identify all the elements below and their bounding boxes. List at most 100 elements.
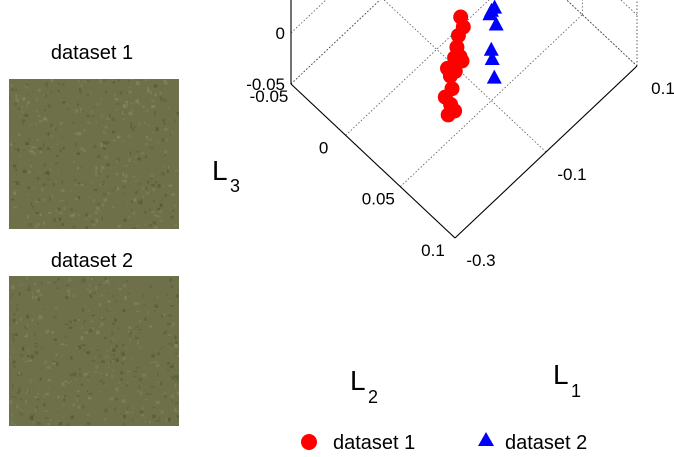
texture-speck — [130, 200, 133, 203]
texture-speck — [131, 109, 134, 111]
texture-speck — [106, 163, 110, 166]
texture-speck — [43, 410, 48, 412]
texture-speck — [47, 132, 50, 136]
texture-speck — [99, 183, 102, 186]
tick-label-l3: 0 — [276, 24, 285, 43]
texture-speck — [82, 308, 84, 312]
texture-speck — [36, 369, 38, 371]
texture-speck — [154, 304, 158, 307]
texture-speck — [121, 362, 124, 365]
texture-speck — [50, 123, 53, 127]
texture-speck — [171, 285, 173, 289]
texture-speck — [54, 180, 57, 183]
legend-marker-dataset-2 — [478, 432, 494, 446]
point-dataset-1 — [447, 103, 463, 119]
texture-speck — [36, 385, 39, 389]
texture-speck — [83, 149, 86, 152]
texture-speck — [18, 371, 21, 375]
texture-speck — [151, 354, 155, 358]
texture-base — [9, 79, 179, 229]
texture-speck — [86, 413, 90, 417]
texture-speck — [38, 315, 43, 320]
texture-speck — [108, 366, 110, 369]
texture-speck — [161, 196, 163, 201]
texture-speck — [24, 361, 28, 363]
texture-speck — [138, 302, 140, 305]
texture-speck — [87, 372, 90, 374]
texture-speck — [107, 362, 109, 365]
texture-speck — [142, 374, 146, 377]
texture-speck — [111, 359, 113, 363]
texture-speck — [145, 135, 149, 138]
texture-speck — [81, 166, 83, 169]
texture-speck — [138, 378, 142, 381]
texture-speck — [86, 422, 90, 425]
texture-speck — [62, 147, 65, 150]
tick-label-l2: 0 — [319, 138, 328, 157]
texture-speck — [105, 279, 110, 284]
texture-speck — [85, 216, 88, 218]
texture-speck — [110, 360, 113, 363]
texture-speck — [167, 369, 169, 372]
texture-speck — [44, 109, 46, 112]
texture-speck — [168, 165, 170, 169]
texture-speck — [22, 119, 25, 123]
texture-speck — [47, 385, 50, 390]
texture-speck — [85, 387, 89, 389]
texture-speck — [89, 358, 92, 360]
texture-speck — [170, 305, 174, 307]
texture-speck — [85, 226, 88, 229]
texture-speck — [139, 320, 142, 324]
texture-speck — [87, 196, 91, 198]
texture-speck — [37, 322, 39, 325]
texture-speck — [131, 209, 134, 212]
texture-speck — [35, 408, 37, 412]
texture-speck — [46, 132, 50, 135]
texture-speck — [78, 373, 82, 378]
texture-speck — [69, 190, 71, 192]
texture-speck — [169, 365, 174, 368]
texture-speck — [65, 103, 68, 105]
texture-speck — [108, 398, 110, 402]
texture-speck — [161, 313, 163, 318]
texture-speck — [88, 393, 93, 395]
texture-speck — [46, 147, 51, 150]
texture-speck — [153, 225, 158, 229]
texture-speck — [13, 423, 17, 426]
texture-speck — [94, 211, 98, 214]
texture-speck — [175, 169, 178, 173]
texture-speck — [114, 318, 117, 322]
texture-speck — [159, 96, 162, 98]
texture-speck — [106, 308, 110, 312]
texture-speck — [171, 400, 174, 403]
texture-speck — [130, 102, 134, 105]
texture-speck — [91, 111, 94, 113]
texture-speck — [64, 380, 68, 383]
texture-speck — [157, 141, 159, 144]
texture-speck — [163, 332, 167, 336]
texture-speck — [117, 135, 121, 139]
texture-speck — [60, 355, 64, 357]
texture-speck — [50, 79, 54, 82]
texture-speck — [34, 342, 38, 344]
texture-speck — [104, 144, 106, 148]
texture-speck — [13, 365, 16, 368]
texture-speck — [35, 212, 39, 214]
texture-speck — [53, 282, 57, 284]
texture-speck — [22, 169, 27, 174]
texture-speck — [67, 382, 70, 384]
texture-speck — [79, 88, 81, 92]
texture-speck — [21, 97, 26, 101]
texture-speck — [171, 210, 175, 212]
texture-speck — [164, 394, 168, 398]
texture-speck — [62, 101, 66, 104]
texture-speck — [38, 197, 41, 202]
texture-speck — [97, 155, 101, 158]
texture-speck — [115, 172, 119, 176]
texture-speck — [22, 359, 24, 361]
texture-speck — [44, 82, 48, 87]
texture-speck — [66, 108, 70, 110]
texture-speck — [12, 360, 15, 365]
texture-speck — [170, 215, 174, 219]
